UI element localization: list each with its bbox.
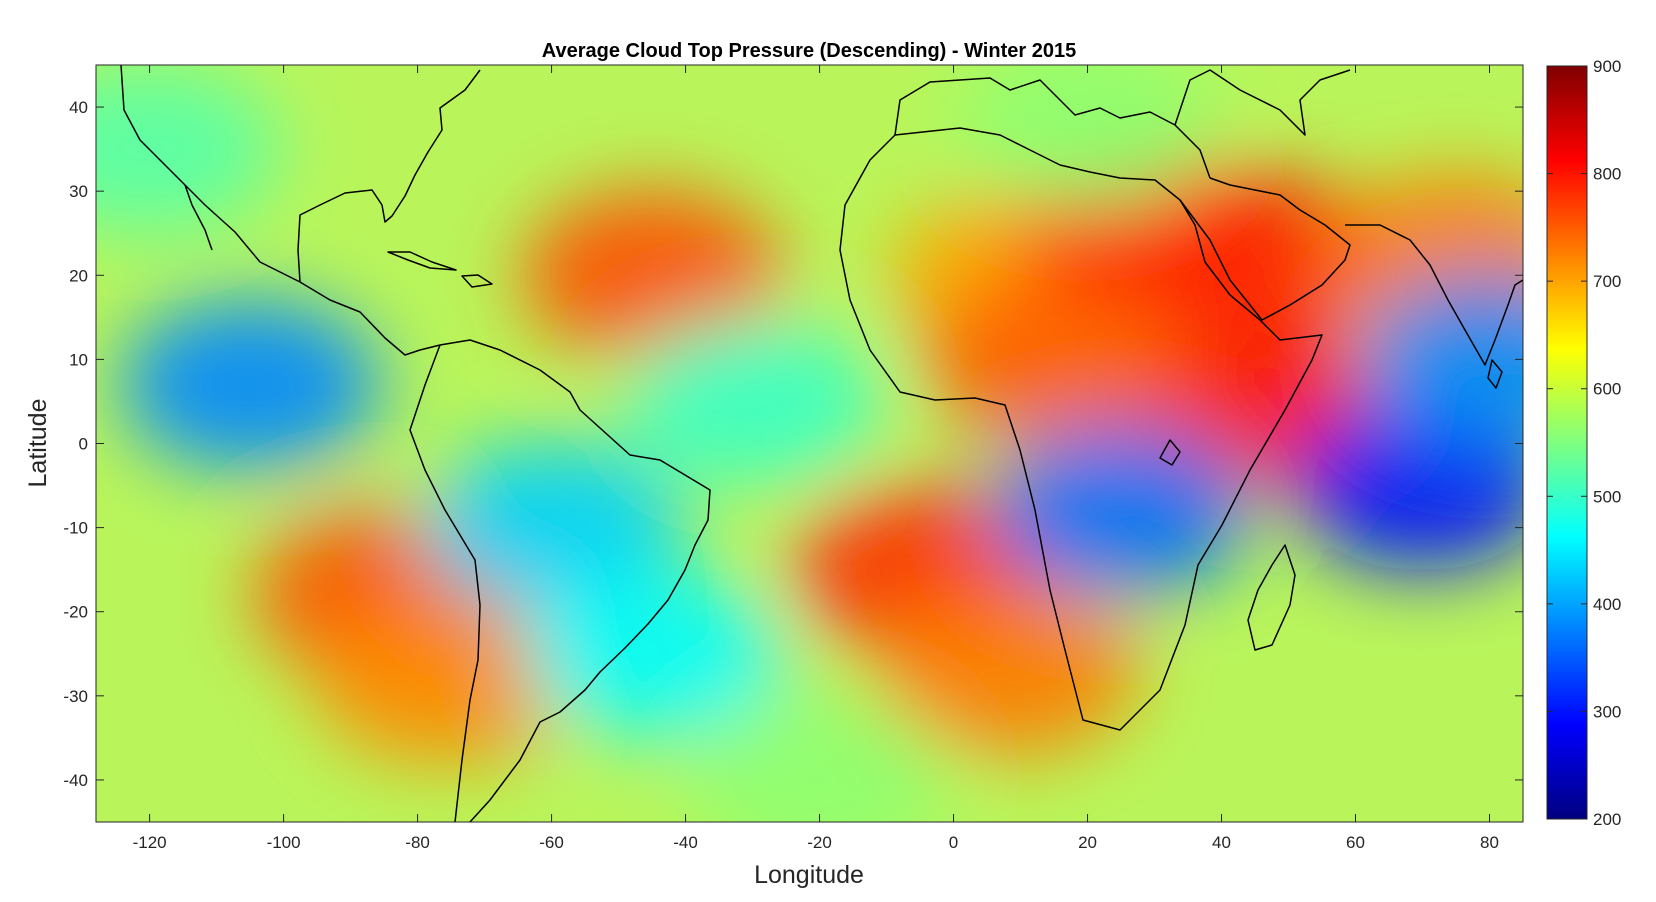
heatmap-region xyxy=(689,694,950,822)
y-tick-label: -40 xyxy=(63,771,88,790)
y-tick-label: 0 xyxy=(79,435,88,454)
x-axis: -120 -100 -80 -60 -40 -20 0 20 40 60 80 xyxy=(133,65,1499,852)
coastline-africa xyxy=(839,127,1323,731)
x-axis-label: Longitude xyxy=(754,861,864,889)
y-axis: 40 30 20 10 0 -10 -20 -30 -40 xyxy=(63,98,1523,790)
heatmap-region xyxy=(314,594,575,765)
heatmap-area xyxy=(96,65,1523,822)
colorbar-tick-label: 800 xyxy=(1593,165,1621,184)
y-tick-label: -20 xyxy=(63,603,88,622)
coastline-cuba xyxy=(387,251,457,271)
colorbar: 900 800 700 600 500 400 300 200 xyxy=(1546,57,1621,829)
coastline-hispaniola xyxy=(461,274,493,288)
x-tick-label: 40 xyxy=(1212,833,1231,852)
y-tick-label: 40 xyxy=(69,98,88,117)
y-tick-label: -30 xyxy=(63,687,88,706)
x-tick-label: -40 xyxy=(673,833,698,852)
heatmap-region xyxy=(957,65,1218,209)
colorbar-scale xyxy=(1546,65,1588,820)
coastline-south-america xyxy=(409,339,711,822)
x-tick-label: -120 xyxy=(133,833,167,852)
heatmap-region xyxy=(522,190,783,361)
heatmap-region xyxy=(96,65,280,235)
heatmap-region xyxy=(924,274,1185,445)
coastline-arabia xyxy=(1179,177,1351,321)
colorbar-tick-label: 600 xyxy=(1593,380,1621,399)
x-tick-label: 20 xyxy=(1078,833,1097,852)
x-tick-label: 0 xyxy=(949,833,958,852)
x-tick-label: -60 xyxy=(539,833,564,852)
coastline-lake-victoria xyxy=(1159,439,1181,466)
coastline-india-asia xyxy=(1345,224,1523,366)
y-tick-label: 30 xyxy=(69,182,88,201)
x-tick-label: 60 xyxy=(1346,833,1365,852)
heatmap-region xyxy=(877,585,1138,756)
y-tick-label: 20 xyxy=(69,266,88,285)
coastline-north-america xyxy=(120,65,481,356)
heatmap-region xyxy=(120,299,381,470)
heatmap-region xyxy=(522,568,783,739)
colorbar-ticks: 900 800 700 600 500 400 300 200 xyxy=(1547,57,1621,829)
y-axis-label: Latitude xyxy=(24,399,52,488)
coastlines xyxy=(120,65,1523,822)
x-tick-label: 80 xyxy=(1480,833,1499,852)
chart-title: Average Cloud Top Pressure (Descending) … xyxy=(542,40,1076,62)
coastline-madagascar xyxy=(1247,544,1296,651)
x-tick-label: -80 xyxy=(405,833,430,852)
coastline-sri-lanka xyxy=(1487,359,1503,389)
heatmap-region xyxy=(1292,400,1523,571)
colorbar-tick-label: 900 xyxy=(1593,57,1621,76)
coastline-baja-california xyxy=(184,184,213,251)
heatmap-region xyxy=(1359,274,1523,445)
y-tick-label: -10 xyxy=(63,519,88,538)
colorbar-tick-label: 400 xyxy=(1593,595,1621,614)
heatmap-region xyxy=(991,425,1252,596)
heatmap-region xyxy=(421,442,682,613)
colorbar-tick-label: 500 xyxy=(1593,487,1621,506)
y-tick-label: 10 xyxy=(69,350,88,369)
colorbar-tick-label: 200 xyxy=(1593,810,1621,829)
x-tick-label: -20 xyxy=(807,833,832,852)
coastline-europe xyxy=(894,69,1351,179)
colorbar-tick-label: 300 xyxy=(1593,702,1621,721)
colorbar-tick-label: 700 xyxy=(1593,272,1621,291)
heatmap-region xyxy=(622,316,883,487)
x-tick-label: -100 xyxy=(267,833,301,852)
